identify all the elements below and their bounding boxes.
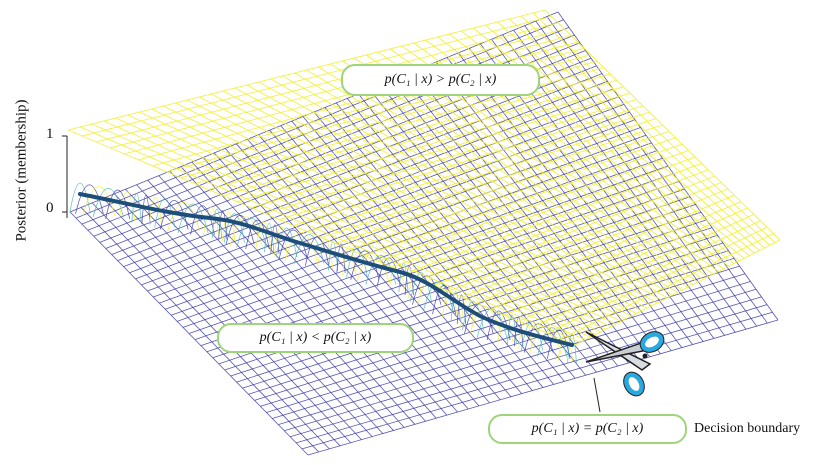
- y-axis: [62, 135, 68, 218]
- y-axis-title: Posterior (membership): [13, 99, 30, 242]
- label-c1-less: p(C₁ | x) < p(C₂ | x): [217, 323, 414, 353]
- label-boundary-equation: p(C₁ | x) = p(C₂ | x): [488, 414, 687, 444]
- y-tick-0: 0: [46, 200, 54, 216]
- label-c1-greater: p(C₁ | x) > p(C₂ | x): [341, 64, 540, 96]
- scissors-icon: [585, 331, 665, 397]
- boundary-leader-line: [593, 377, 601, 413]
- decision-boundary-label: Decision boundary: [694, 421, 801, 436]
- decision-boundary-line: [78, 192, 574, 347]
- y-tick-1: 1: [46, 126, 54, 142]
